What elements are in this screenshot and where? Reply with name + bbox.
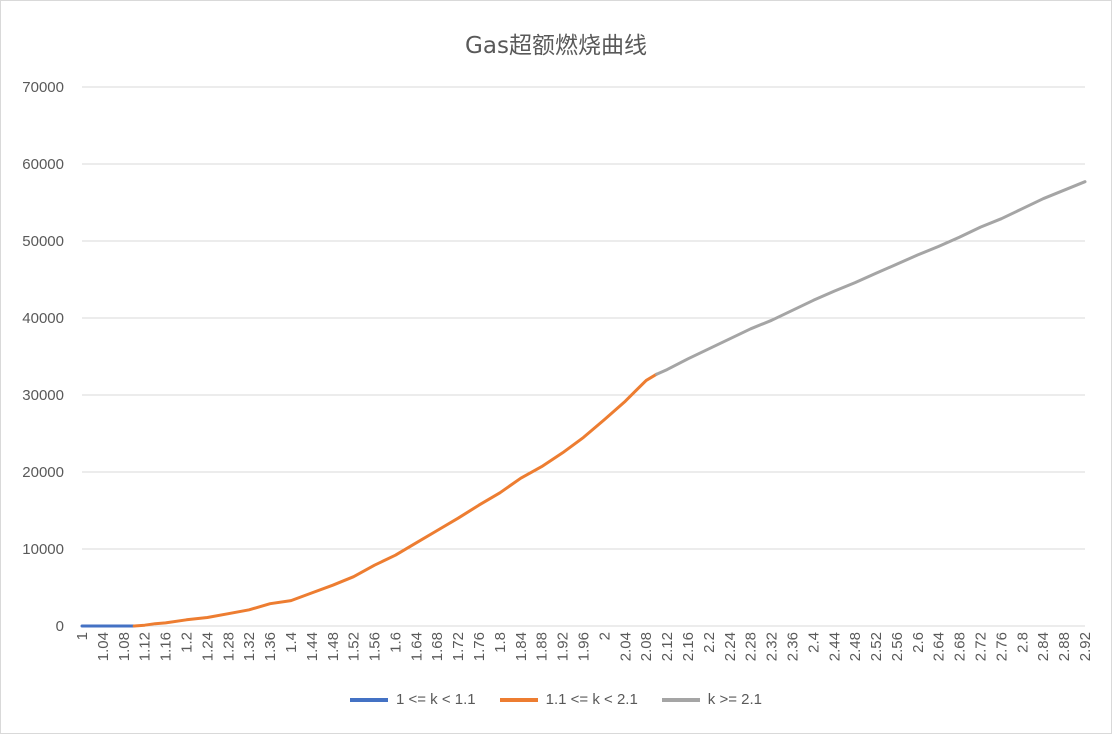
legend-label-0: 1 <= k < 1.1 <box>395 691 476 708</box>
x-tick-label-33: 2.32 <box>764 632 781 661</box>
legend-item-0: 1 <= k < 1.1 <box>349 691 476 708</box>
x-tick-label-29: 2.16 <box>680 632 697 661</box>
series-lines <box>80 180 1087 628</box>
x-tick-label-8: 1.32 <box>241 632 258 661</box>
legend-item-2: k >= 2.1 <box>661 691 763 708</box>
x-tick-label-40: 2.6 <box>910 632 927 653</box>
x-tick-label-17: 1.68 <box>429 632 446 661</box>
x-tick-label-16: 1.64 <box>408 632 425 661</box>
legend: 1 <= k < 1.1 1.1 <= k < 2.1 k >= 2.1 <box>0 691 1112 708</box>
chart-title: Gas超额燃烧曲线 <box>465 33 647 59</box>
x-tick-label-11: 1.44 <box>304 632 321 661</box>
x-tick-label-44: 2.76 <box>993 632 1010 661</box>
x-axis-tick-labels: 1 1.04 1.08 1.12 1.16 1.2 1.24 1.28 1.32 1.36 1.4 1… <box>74 632 1094 661</box>
gridlines <box>82 86 1085 627</box>
series-line-1 <box>132 372 659 628</box>
x-tick-label-42: 2.68 <box>952 632 969 661</box>
x-tick-label-15: 1.6 <box>387 632 404 653</box>
y-tick-label-7: 70000 <box>22 79 64 96</box>
x-tick-label-4: 1.16 <box>158 632 175 661</box>
x-tick-label-19: 1.76 <box>471 632 488 661</box>
legend-swatch-2 <box>661 697 700 702</box>
x-tick-label-14: 1.56 <box>367 632 384 661</box>
x-tick-label-21: 1.84 <box>513 632 530 661</box>
x-tick-label-6: 1.24 <box>199 632 216 661</box>
y-tick-label-5: 50000 <box>22 233 64 250</box>
x-tick-label-31: 2.24 <box>722 632 739 661</box>
legend-label-2: k >= 2.1 <box>707 691 763 708</box>
x-tick-label-34: 2.36 <box>784 632 801 661</box>
series-line-2 <box>655 180 1087 376</box>
x-tick-label-47: 2.88 <box>1056 632 1073 661</box>
x-tick-label-18: 1.72 <box>450 632 467 661</box>
x-tick-label-25: 2 <box>596 632 613 640</box>
y-tick-label-2: 20000 <box>22 464 64 481</box>
x-tick-label-35: 2.4 <box>805 632 822 653</box>
x-tick-label-30: 2.2 <box>701 632 718 653</box>
x-tick-label-24: 1.96 <box>576 632 593 661</box>
x-tick-label-36: 2.44 <box>826 632 843 661</box>
x-tick-label-46: 2.84 <box>1035 632 1052 661</box>
x-tick-label-37: 2.48 <box>847 632 864 661</box>
x-tick-label-12: 1.48 <box>325 632 342 661</box>
legend-item-1: 1.1 <= k < 2.1 <box>499 691 638 708</box>
x-tick-label-23: 1.92 <box>555 632 572 661</box>
x-tick-label-20: 1.8 <box>492 632 509 653</box>
x-tick-label-10: 1.4 <box>283 632 300 653</box>
y-tick-label-4: 40000 <box>22 310 64 327</box>
x-tick-label-22: 1.88 <box>534 632 551 661</box>
y-tick-label-0: 0 <box>56 618 64 635</box>
x-tick-label-13: 1.52 <box>346 632 363 661</box>
x-tick-label-38: 2.52 <box>868 632 885 661</box>
y-tick-label-3: 30000 <box>22 387 64 404</box>
x-tick-label-5: 1.2 <box>178 632 195 653</box>
x-tick-label-2: 1.08 <box>116 632 133 661</box>
x-tick-label-0: 1 <box>74 632 91 640</box>
x-tick-label-9: 1.36 <box>262 632 279 661</box>
x-tick-label-1: 1.04 <box>95 632 112 661</box>
x-tick-label-28: 2.12 <box>659 632 676 661</box>
x-tick-label-27: 2.08 <box>638 632 655 661</box>
y-axis-tick-labels: 0 10000 20000 30000 40000 50000 60000 70000 <box>22 79 64 635</box>
legend-swatch-1 <box>499 697 538 702</box>
x-tick-label-26: 2.04 <box>617 632 634 661</box>
x-tick-label-7: 1.28 <box>220 632 237 661</box>
x-tick-label-45: 2.8 <box>1014 632 1031 653</box>
x-tick-label-43: 2.72 <box>973 632 990 661</box>
legend-label-1: 1.1 <= k < 2.1 <box>545 691 638 708</box>
x-tick-label-39: 2.56 <box>889 632 906 661</box>
x-tick-label-41: 2.64 <box>931 632 948 661</box>
x-tick-label-3: 1.12 <box>137 632 154 661</box>
legend-swatch-0 <box>349 697 388 702</box>
y-tick-label-1: 10000 <box>22 541 64 558</box>
x-tick-label-48: 2.92 <box>1077 632 1094 661</box>
x-tick-label-32: 2.28 <box>743 632 760 661</box>
y-tick-label-6: 60000 <box>22 156 64 173</box>
